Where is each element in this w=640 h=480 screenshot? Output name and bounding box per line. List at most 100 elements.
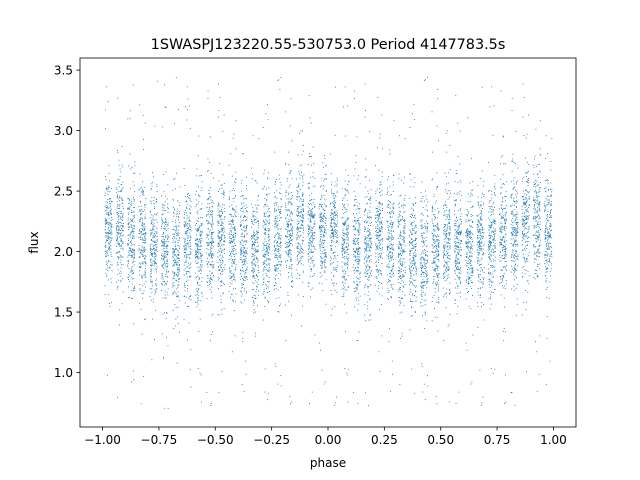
data-point (300, 257, 302, 259)
data-point (366, 240, 367, 242)
data-point (220, 273, 221, 275)
data-point (201, 281, 203, 282)
data-point (380, 184, 382, 185)
data-point (155, 226, 157, 228)
data-point (291, 214, 293, 215)
data-point (258, 232, 259, 234)
data-point (320, 264, 321, 266)
data-point (190, 238, 192, 240)
data-point (184, 224, 186, 226)
data-point (234, 269, 236, 271)
data-point (263, 277, 265, 279)
data-point (178, 246, 180, 248)
data-point (368, 210, 370, 211)
data-point (243, 271, 244, 273)
data-point (145, 274, 146, 276)
data-point (280, 193, 282, 194)
data-point (257, 251, 258, 253)
data-point (106, 249, 108, 251)
data-point (324, 216, 326, 218)
data-point (302, 225, 304, 226)
data-point (139, 219, 140, 221)
data-point (302, 237, 304, 238)
data-point (241, 284, 243, 286)
data-point (195, 234, 197, 236)
data-point (120, 256, 122, 258)
data-point (163, 257, 165, 259)
data-point (343, 239, 345, 240)
data-point (183, 245, 185, 246)
data-point (342, 232, 344, 234)
data-point (212, 276, 214, 278)
data-point (381, 282, 382, 284)
data-point (368, 230, 370, 232)
data-point (242, 331, 244, 333)
data-point (289, 216, 291, 218)
data-point (267, 104, 268, 106)
data-point (230, 231, 232, 233)
data-point (252, 248, 254, 250)
data-point (183, 296, 185, 297)
data-point (139, 266, 141, 268)
data-point (121, 264, 122, 265)
data-point (358, 218, 359, 220)
data-point (220, 240, 221, 242)
data-point (178, 225, 180, 227)
data-point (301, 223, 302, 225)
data-point (299, 253, 301, 254)
data-point (300, 227, 302, 229)
data-point (142, 256, 144, 257)
data-point (174, 122, 175, 124)
data-point (141, 285, 143, 287)
data-point (133, 184, 135, 186)
data-point (165, 230, 167, 231)
data-point (291, 211, 292, 213)
data-point (331, 223, 333, 225)
data-point (175, 259, 177, 261)
data-point (196, 262, 198, 264)
data-point (166, 246, 168, 247)
data-point (279, 305, 280, 307)
data-point (353, 256, 355, 258)
data-point (275, 298, 277, 299)
data-point (108, 259, 109, 261)
data-point (164, 265, 166, 267)
data-point (332, 229, 333, 231)
data-point (197, 252, 198, 253)
data-point (246, 210, 247, 212)
data-point (219, 270, 221, 271)
data-point (310, 296, 311, 298)
data-point (276, 255, 277, 257)
data-point (359, 183, 361, 185)
data-point (377, 268, 378, 270)
data-point (211, 224, 212, 226)
data-point (195, 204, 197, 206)
data-point (358, 261, 360, 263)
data-point (111, 232, 113, 234)
data-point (222, 222, 224, 224)
data-point (319, 233, 321, 235)
data-point (139, 288, 141, 290)
data-point (132, 218, 134, 220)
data-point (106, 223, 107, 224)
data-point (370, 247, 372, 249)
data-point (224, 268, 226, 270)
data-point (291, 203, 293, 205)
data-point (228, 199, 230, 201)
data-point (154, 264, 156, 266)
data-point (264, 267, 266, 269)
data-point (325, 279, 327, 281)
data-point (277, 251, 279, 252)
data-point (285, 205, 287, 206)
data-point (334, 306, 336, 308)
data-point (344, 206, 346, 208)
data-point (200, 269, 202, 271)
data-point (344, 188, 346, 190)
data-point (277, 232, 279, 234)
data-point (119, 197, 120, 198)
data-point (231, 238, 232, 240)
data-point (142, 297, 143, 299)
data-point (142, 192, 144, 194)
data-point (200, 242, 202, 244)
data-point (334, 224, 336, 226)
